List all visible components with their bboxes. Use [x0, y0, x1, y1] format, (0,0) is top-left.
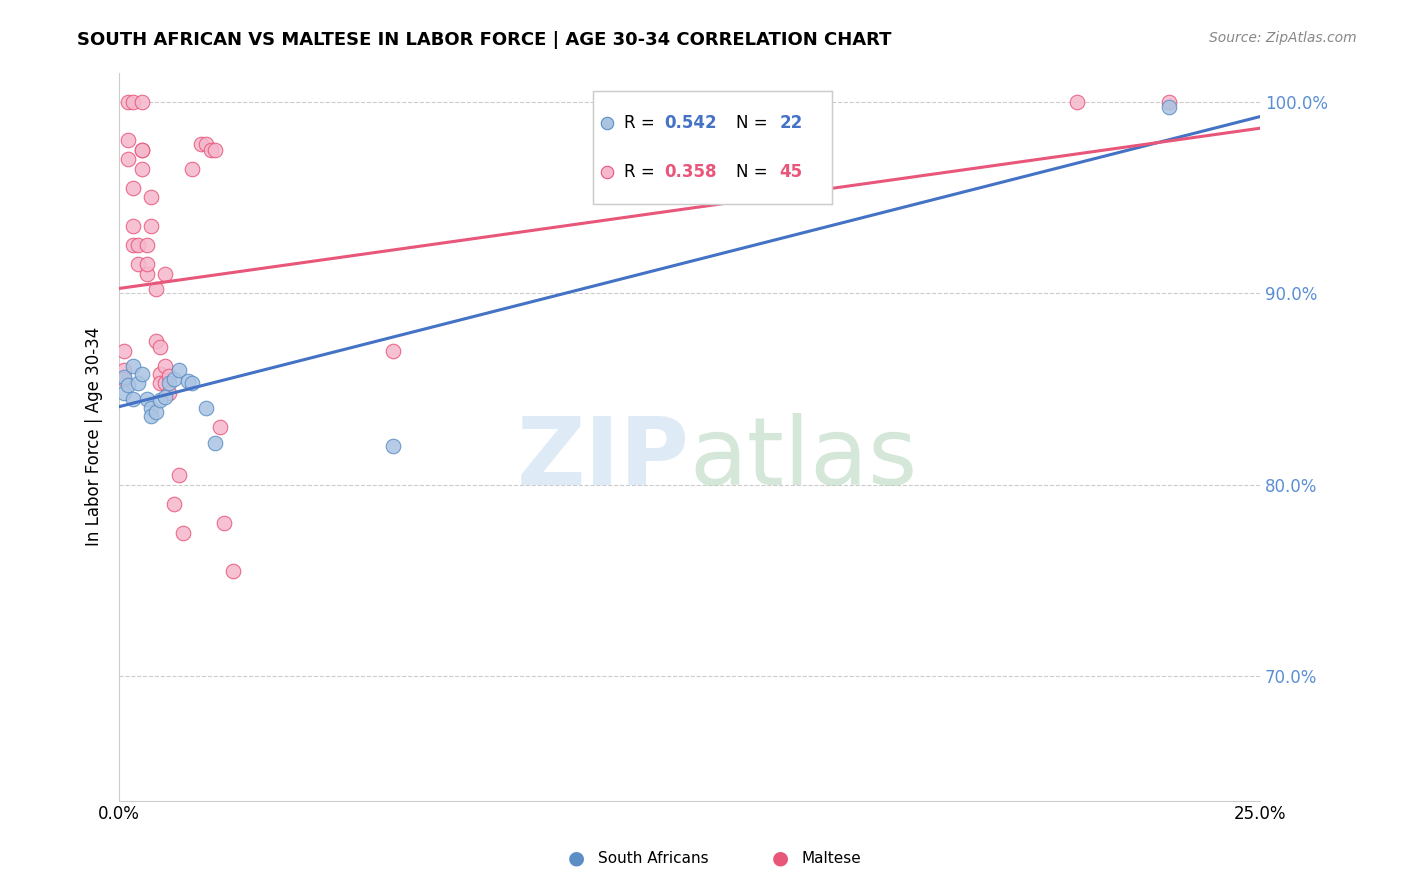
Point: [127, 376, 149, 391]
Point: [153, 267, 176, 281]
Text: atlas: atlas: [689, 413, 918, 505]
Point: [122, 238, 145, 252]
Point: [149, 393, 172, 408]
Point: [159, 376, 181, 391]
Point: [131, 367, 153, 381]
Point: [177, 374, 200, 388]
Point: [1157, 95, 1180, 109]
Text: ZIP: ZIP: [516, 413, 689, 505]
Point: [1157, 100, 1180, 114]
Point: [163, 372, 186, 386]
Point: [153, 376, 176, 391]
Point: [382, 343, 405, 358]
Point: [200, 143, 222, 157]
Point: [112, 363, 135, 377]
Point: [135, 392, 157, 406]
Text: ●: ●: [772, 848, 789, 868]
Text: Maltese: Maltese: [801, 851, 860, 865]
Point: [153, 390, 176, 404]
Point: [131, 95, 153, 109]
Point: [163, 497, 186, 511]
Point: [141, 219, 163, 234]
Point: [181, 376, 204, 391]
Point: [122, 219, 145, 234]
Point: [117, 152, 139, 166]
Point: [122, 95, 145, 109]
Y-axis label: In Labor Force | Age 30-34: In Labor Force | Age 30-34: [86, 327, 103, 547]
Point: [204, 143, 226, 157]
Point: [112, 370, 135, 384]
Point: [117, 378, 139, 392]
Point: [153, 359, 176, 373]
Point: [167, 363, 190, 377]
Point: [131, 143, 153, 157]
Point: [127, 257, 149, 271]
Point: [1066, 95, 1088, 109]
Point: [172, 525, 194, 540]
Point: [149, 340, 172, 354]
Point: [122, 359, 145, 373]
Point: [127, 238, 149, 252]
Point: [159, 368, 181, 383]
Point: [222, 564, 245, 578]
Text: Source: ZipAtlas.com: Source: ZipAtlas.com: [1209, 31, 1357, 45]
Point: [117, 133, 139, 147]
Point: [135, 257, 157, 271]
Point: [194, 136, 217, 151]
Point: [159, 385, 181, 400]
Point: [122, 181, 145, 195]
Point: [141, 401, 163, 415]
Point: [117, 95, 139, 109]
Point: [131, 161, 153, 176]
Point: [212, 516, 235, 530]
Point: [149, 376, 172, 391]
Point: [141, 190, 163, 204]
Point: [135, 238, 157, 252]
Point: [112, 343, 135, 358]
Point: [112, 372, 135, 386]
Point: [382, 439, 405, 453]
Text: SOUTH AFRICAN VS MALTESE IN LABOR FORCE | AGE 30-34 CORRELATION CHART: SOUTH AFRICAN VS MALTESE IN LABOR FORCE …: [77, 31, 891, 49]
Point: [194, 401, 217, 415]
Point: [208, 420, 231, 434]
Point: [204, 435, 226, 450]
Point: [145, 334, 167, 348]
Point: [145, 405, 167, 419]
Point: [190, 136, 212, 151]
Point: [112, 385, 135, 400]
Point: [141, 409, 163, 423]
Point: [181, 161, 204, 176]
Text: South Africans: South Africans: [598, 851, 709, 865]
Point: [122, 392, 145, 406]
Text: ●: ●: [568, 848, 585, 868]
Point: [131, 143, 153, 157]
Point: [135, 267, 157, 281]
Point: [149, 367, 172, 381]
Point: [145, 282, 167, 296]
Point: [167, 468, 190, 483]
